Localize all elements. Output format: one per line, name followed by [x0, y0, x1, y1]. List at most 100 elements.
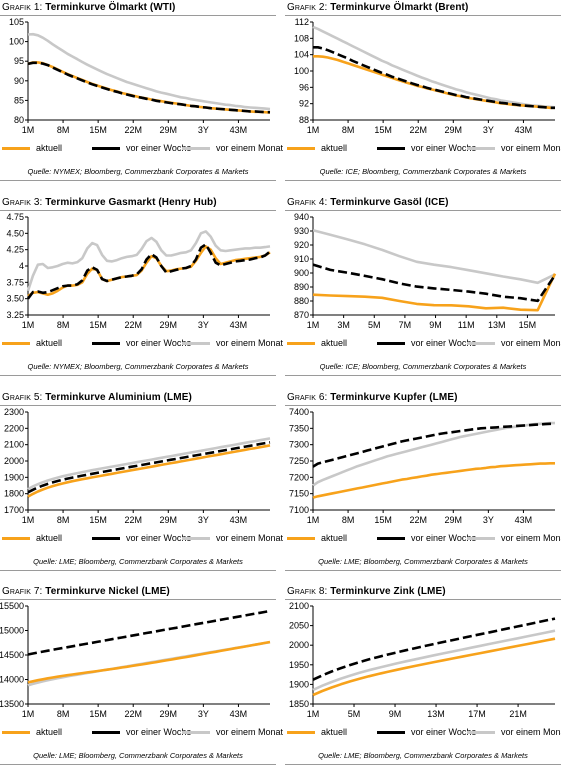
bottom-divider — [285, 180, 561, 181]
legend-label: vor einem Monat — [216, 533, 284, 543]
line-chart: 870 880 890 900 910 920 930 940 1M 3M 5M 7M 9M 11M 13M… — [294, 212, 557, 330]
chart-title: Grafik 8: Terminkurve Zink (LME) — [287, 586, 446, 597]
series-line-vor-einem-Monat — [27, 32, 271, 111]
legend-item-aktuell: aktuell — [2, 143, 62, 153]
x-tick-label: 22M — [409, 125, 427, 135]
legend-swatch — [287, 536, 315, 540]
y-tick-label: 2100 — [4, 440, 24, 450]
legend-label: vor einem Monat — [216, 143, 284, 153]
plot-area: 7100 7150 7200 7250 7300 7350 7400 1M 8M 15M 22M 29… — [285, 407, 561, 528]
y-tick-label: 890 — [294, 282, 309, 292]
legend-swatch — [377, 146, 405, 150]
legend-label: aktuell — [321, 338, 348, 348]
legend-label: aktuell — [36, 533, 63, 543]
legend-label: vor einem Monat — [216, 727, 284, 737]
legend-label: vor einer Woche — [126, 727, 192, 737]
y-tick-label: 1900 — [289, 679, 309, 689]
title-divider — [0, 599, 276, 600]
legend-swatch — [92, 730, 120, 734]
y-tick-label: 7100 — [289, 505, 309, 515]
y-tick-label: 2300 — [4, 408, 24, 417]
x-tick-label: 43M — [515, 125, 533, 135]
y-tick-label: 1900 — [4, 472, 24, 482]
x-tick-label: 15M — [89, 515, 107, 525]
x-tick-label: 1M — [307, 709, 320, 719]
line-chart: 1850 1900 1950 2000 2050 2100 1M 5M 9M 13M 17M 21M — [289, 601, 556, 719]
series-line-vor-einer-Woche — [313, 45, 555, 110]
legend-label: vor einer Woche — [126, 338, 192, 348]
legend-item-vor-einem-monat: vor einem Monat — [467, 533, 561, 543]
bottom-divider — [285, 375, 561, 376]
source-note: Quelle: LME; Bloomberg, Commerzbank Corp… — [33, 751, 243, 760]
y-tick-label: 100 — [9, 37, 24, 47]
source-note: Quelle: ICE; Bloomberg, Commerzbank Corp… — [319, 167, 527, 176]
line-chart: 88 92 96 100 104 108 112 1M 8M 15M 22M 29M 3Y 43M — [294, 17, 556, 135]
legend: aktuell vor einer Woche vor einem Monat — [287, 338, 561, 350]
legend-item-vor-einem-monat: vor einem Monat — [467, 338, 561, 348]
x-tick-label: 3Y — [198, 515, 209, 525]
line-chart: 80 85 90 95 100 105 1M 8M 15M 22M 29M 3Y 43M — [9, 17, 271, 135]
x-tick-label: 3M — [337, 320, 350, 330]
y-tick-label: 90 — [14, 76, 24, 86]
x-tick-label: 43M — [230, 320, 248, 330]
x-tick-label: 29M — [445, 515, 463, 525]
bottom-divider — [0, 375, 276, 376]
legend-item-vor-einem-monat: vor einem Monat — [182, 143, 283, 153]
legend-item-vor-einer-woche: vor einer Woche — [377, 727, 476, 737]
chart-title: Grafik 4: Terminkurve Gasöl (ICE) — [287, 197, 449, 208]
legend-item-aktuell: aktuell — [2, 727, 62, 737]
legend-swatch — [467, 536, 495, 540]
series-line-aktuell — [27, 640, 271, 684]
legend-label: vor einem Monat — [501, 727, 561, 737]
x-tick-label: 29M — [160, 125, 178, 135]
chart-panel-nickel: Grafik 7: Terminkurve Nickel (LME) 13500… — [0, 584, 283, 772]
title-divider — [285, 210, 561, 211]
legend-swatch — [467, 146, 495, 150]
y-tick-label: 4 — [19, 261, 24, 271]
x-tick-label: 8M — [57, 709, 70, 719]
y-tick-label: 92 — [299, 99, 309, 109]
source-note: Quelle: NYMEX; Bloomberg, Commerzbank Co… — [27, 167, 249, 176]
chart-title: Grafik 7: Terminkurve Nickel (LME) — [2, 586, 170, 597]
x-tick-label: 21M — [509, 709, 527, 719]
plot-area: 13500 14000 14500 15000 15500 1M 8M 15M 22M 29M 3Y… — [0, 601, 276, 722]
series-line-vor-einer-Woche — [312, 263, 557, 303]
source-note: Quelle: LME; Bloomberg, Commerzbank Corp… — [33, 557, 243, 566]
line-chart: 13500 14000 14500 15000 15500 1M 8M 15M 22M 29M 3Y… — [0, 601, 271, 719]
legend-swatch — [467, 730, 495, 734]
y-tick-label: 104 — [294, 50, 309, 60]
chart-panel-henry-hub: Grafik 3: Terminkurve Gasmarkt (Henry Hu… — [0, 195, 283, 383]
x-tick-label: 3Y — [483, 125, 494, 135]
legend-swatch — [377, 730, 405, 734]
y-tick-label: 1950 — [289, 660, 309, 670]
y-tick-label: 2050 — [289, 621, 309, 631]
x-tick-label: 22M — [409, 515, 427, 525]
legend: aktuell vor einer Woche vor einem Monat — [2, 338, 283, 350]
x-tick-label: 1M — [22, 709, 35, 719]
chart-title: Grafik 1: Terminkurve Ölmarkt (WTI) — [2, 2, 176, 13]
title-divider — [0, 210, 276, 211]
legend-swatch — [2, 341, 30, 345]
y-tick-label: 88 — [299, 115, 309, 125]
y-tick-label: 95 — [14, 56, 24, 66]
x-tick-label: 13M — [488, 320, 506, 330]
series-line-aktuell — [312, 461, 555, 499]
x-tick-label: 13M — [427, 709, 445, 719]
legend: aktuell vor einer Woche vor einem Monat — [287, 143, 561, 155]
y-tick-label: 7400 — [289, 408, 309, 417]
x-tick-label: 3Y — [483, 515, 494, 525]
bottom-divider — [0, 180, 276, 181]
legend-label: vor einem Monat — [501, 143, 561, 153]
legend-item-vor-einem-monat: vor einem Monat — [467, 143, 561, 153]
x-tick-label: 15M — [89, 320, 107, 330]
x-tick-label: 17M — [468, 709, 486, 719]
y-tick-label: 2000 — [4, 456, 24, 466]
legend-label: aktuell — [36, 338, 63, 348]
legend: aktuell vor einer Woche vor einem Monat — [287, 727, 561, 739]
y-tick-label: 930 — [294, 226, 309, 236]
legend-item-vor-einer-woche: vor einer Woche — [92, 727, 191, 737]
bottom-divider — [285, 764, 561, 765]
x-tick-label: 15M — [89, 125, 107, 135]
x-tick-label: 8M — [342, 125, 355, 135]
legend-item-vor-einer-woche: vor einer Woche — [92, 143, 191, 153]
